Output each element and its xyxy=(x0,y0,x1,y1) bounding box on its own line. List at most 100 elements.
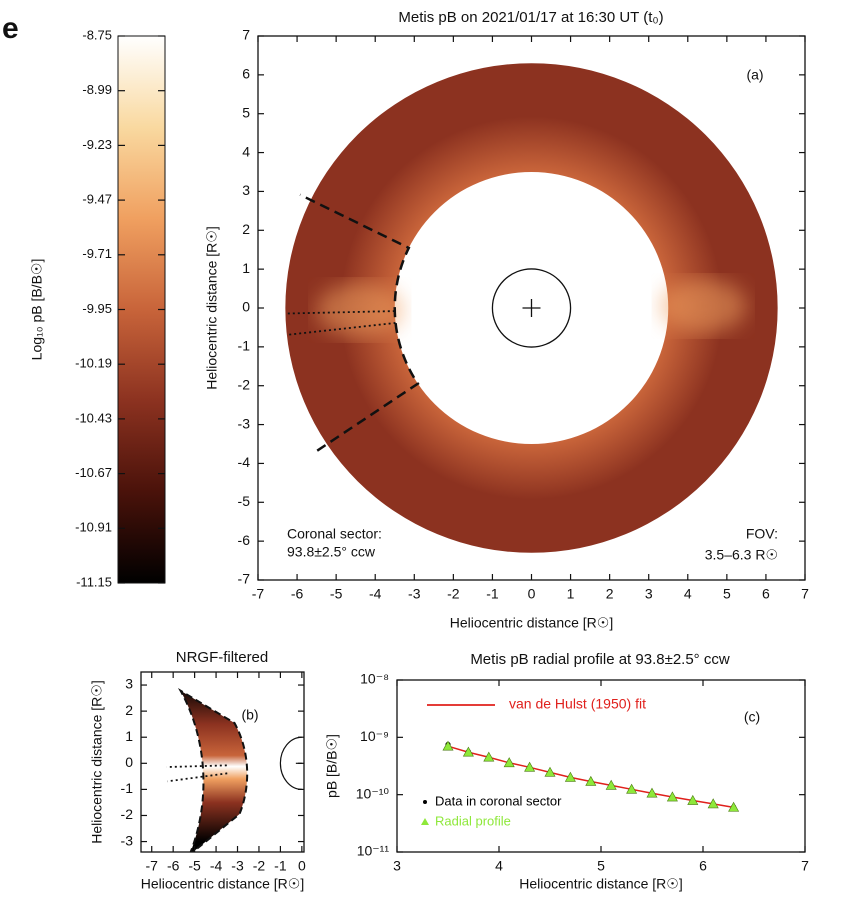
x-tick-label: -1 xyxy=(274,858,287,874)
profile-point xyxy=(646,787,658,798)
x-tick-label: -3 xyxy=(408,586,421,602)
x-tick-label: 1 xyxy=(567,586,575,602)
colorbar-label: Log₁₀ pB [B/B☉] xyxy=(29,259,45,361)
x-axis-label: Heliocentric distance [R☉] xyxy=(450,615,614,631)
x-tick-label: 4 xyxy=(684,586,692,602)
legend-label: van de Hulst (1950) fit xyxy=(509,696,646,712)
y-tick-label: 0 xyxy=(242,299,250,315)
sector-edge xyxy=(167,772,228,783)
image-area xyxy=(166,687,302,852)
x-tick-label: -5 xyxy=(188,858,201,874)
x-tick-label: -4 xyxy=(210,858,223,874)
y-tick-label: -3 xyxy=(238,415,251,431)
y-tick-label: -10.91 xyxy=(75,520,112,535)
colorbar xyxy=(117,35,166,584)
y-tick-label: 0 xyxy=(125,754,133,770)
profile-point xyxy=(605,779,617,790)
y-tick-label: -2 xyxy=(121,806,134,822)
y-tick-label: 7 xyxy=(242,27,250,43)
y-tick-label: -2 xyxy=(238,376,251,392)
y-tick-label: 1 xyxy=(125,728,133,744)
annotation: (b) xyxy=(241,707,258,723)
y-tick-label: 4 xyxy=(242,143,250,159)
y-tick-label: -8.99 xyxy=(82,82,112,97)
x-tick-label: 5 xyxy=(597,858,605,874)
x-tick-label: 2 xyxy=(606,586,614,602)
x-axis-label: Heliocentric distance [R☉] xyxy=(141,876,305,892)
y-tick-label: 1 xyxy=(242,260,250,276)
x-tick-label: 7 xyxy=(801,858,809,874)
profile-point xyxy=(707,798,719,809)
x-tick-label: 5 xyxy=(723,586,731,602)
y-tick-label: -3 xyxy=(121,832,134,848)
x-tick-label: -5 xyxy=(330,586,343,602)
y-tick-label: 10⁻⁹ xyxy=(360,728,389,744)
y-axis-label: pB [B/B☉] xyxy=(324,734,340,798)
profile-point xyxy=(503,757,515,768)
y-tick-label: 3 xyxy=(125,676,133,692)
x-tick-label: -2 xyxy=(253,858,266,874)
y-tick-label: 10⁻¹¹ xyxy=(357,843,390,859)
image-area xyxy=(285,63,778,553)
chart-title: NRGF-filtered xyxy=(176,649,269,666)
sector-edge xyxy=(166,764,227,768)
fov-annulus xyxy=(285,63,778,553)
legend-label: Data in coronal sector xyxy=(435,793,562,808)
x-tick-label: -1 xyxy=(486,586,499,602)
profile-point xyxy=(728,801,740,812)
annotation: Coronal sector: xyxy=(287,526,382,542)
y-tick-label: 10⁻⁸ xyxy=(360,671,389,687)
profile-point xyxy=(442,740,454,751)
annotation: 93.8±2.5° ccw xyxy=(287,544,376,560)
y-tick-label: -5 xyxy=(238,493,251,509)
y-tick-label: 2 xyxy=(125,702,133,718)
y-tick-label: 3 xyxy=(242,182,250,198)
y-tick-label: -11.15 xyxy=(76,574,112,589)
y-tick-label: -9.95 xyxy=(82,301,112,316)
y-tick-label: -10.43 xyxy=(75,410,112,425)
y-tick-label: -9.47 xyxy=(82,192,112,207)
sector-edge xyxy=(286,322,396,336)
x-tick-label: 7 xyxy=(801,586,809,602)
profile-point xyxy=(626,783,638,794)
legend-swatch xyxy=(421,818,429,825)
panel-label: e xyxy=(2,12,19,45)
y-tick-label: 2 xyxy=(242,221,250,237)
profile-point xyxy=(585,775,597,786)
annotation: 3.5–6.3 R☉ xyxy=(705,547,778,563)
sun-disk xyxy=(491,268,572,348)
annotation: (a) xyxy=(746,67,763,83)
legend-label: Radial profile xyxy=(435,813,511,828)
x-tick-label: 0 xyxy=(298,858,306,874)
y-tick-label: -7 xyxy=(238,571,251,587)
profile-point xyxy=(687,794,699,805)
sector-boundary xyxy=(299,193,420,452)
y-tick-label: 6 xyxy=(242,66,250,82)
x-tick-label: -7 xyxy=(145,858,158,874)
y-tick-label: -10.67 xyxy=(75,465,112,480)
y-tick-label: -9.71 xyxy=(82,246,112,261)
legend-swatch xyxy=(423,800,427,804)
y-tick-label: 5 xyxy=(242,104,250,120)
y-tick-label: -1 xyxy=(238,338,251,354)
profile-point xyxy=(564,771,576,782)
profile-point xyxy=(462,746,474,757)
annotation: (c) xyxy=(744,709,760,725)
plot-frame xyxy=(140,671,305,853)
x-tick-label: -4 xyxy=(369,586,382,602)
x-tick-label: 3 xyxy=(645,586,653,602)
y-axis-label: Heliocentric distance [R☉] xyxy=(204,226,220,390)
sun-disk xyxy=(279,736,302,790)
chart-title: Metis pB on 2021/01/17 at 16:30 UT (t₀) xyxy=(398,9,663,26)
x-tick-label: 6 xyxy=(699,858,707,874)
profile-point xyxy=(666,791,678,802)
nrgf-wedge xyxy=(177,687,249,852)
x-axis-label: Heliocentric distance [R☉] xyxy=(519,876,683,892)
y-tick-label: -8.75 xyxy=(82,27,112,42)
chart-title: Metis pB radial profile at 93.8±2.5° ccw xyxy=(470,651,730,668)
y-tick-label: -9.23 xyxy=(82,137,112,152)
streamer-glow xyxy=(316,282,403,338)
y-tick-label: -4 xyxy=(238,454,251,470)
